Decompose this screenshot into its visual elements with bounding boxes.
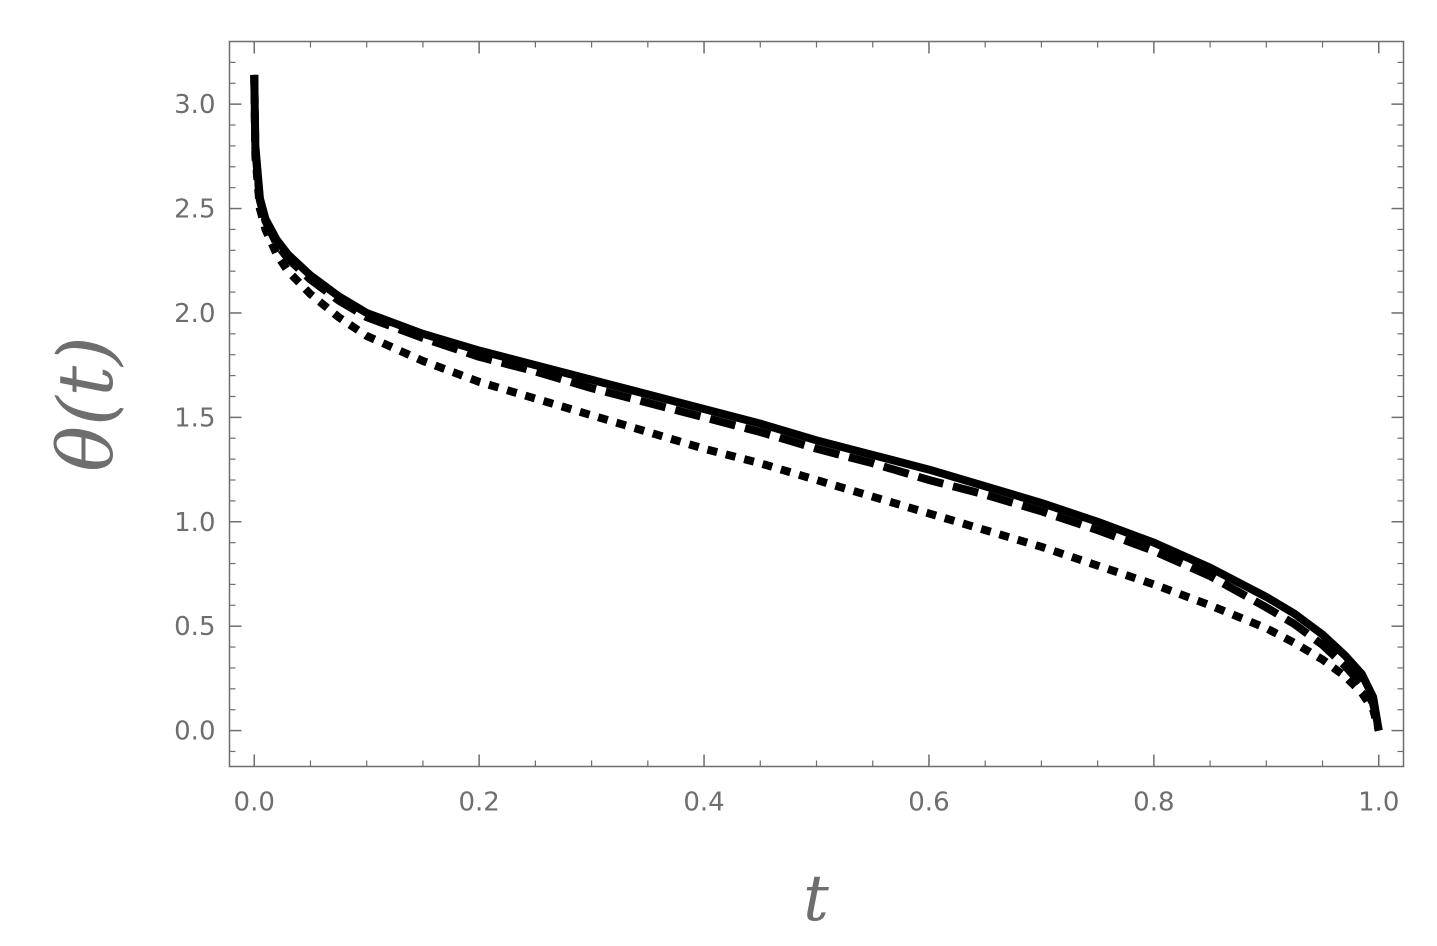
y-tick-label: 3.0 [174, 90, 215, 120]
y-axis-title: θ(t) [41, 336, 130, 472]
x-tick-label: 0.0 [234, 788, 275, 818]
x-tick-label: 0.4 [683, 788, 724, 818]
x-tick-label: 0.6 [908, 788, 949, 818]
axis-ticks [229, 41, 1404, 767]
series-line-dashed [250, 74, 1383, 732]
series-line-dotted [250, 74, 1383, 732]
series-group [250, 74, 1383, 732]
y-tick-label: 0.0 [174, 717, 215, 747]
tick-labels: 0.0 0.2 0.4 0.6 0.8 1.0 0.0 0.5 1.0 1.5 2.0 2.5 3.0 [174, 90, 1399, 817]
y-tick-label: 1.5 [174, 403, 215, 433]
plot-frame [228, 40, 1405, 768]
series-line-solid [250, 74, 1383, 732]
y-tick-label: 2.0 [174, 299, 215, 329]
x-axis-title: t [803, 862, 829, 936]
y-tick-label: 2.5 [174, 195, 215, 225]
y-tick-label: 1.0 [174, 508, 215, 538]
x-tick-label: 0.2 [458, 788, 499, 818]
x-tick-label: 1.0 [1358, 788, 1399, 818]
x-tick-label: 0.8 [1133, 788, 1174, 818]
y-tick-label: 0.5 [174, 612, 215, 642]
